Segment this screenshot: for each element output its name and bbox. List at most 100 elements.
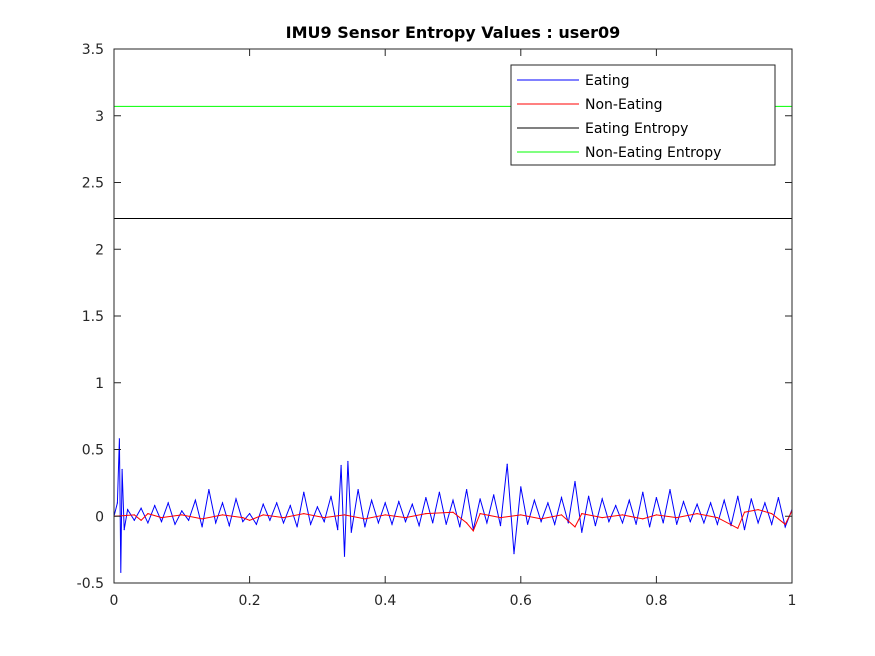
data-point	[404, 521, 407, 523]
data-point	[425, 497, 427, 499]
data-point	[438, 491, 440, 493]
data-point	[181, 510, 183, 512]
data-point	[425, 513, 427, 515]
data-point	[771, 513, 773, 515]
data-point	[340, 464, 342, 467]
data-point	[160, 521, 163, 523]
data-point	[581, 513, 583, 515]
data-point	[242, 521, 244, 523]
data-point	[771, 523, 773, 525]
data-point	[764, 502, 766, 504]
data-point	[479, 513, 481, 515]
data-point	[228, 525, 230, 527]
x-tick-label: 0.6	[510, 593, 532, 609]
series-eating	[114, 438, 792, 573]
legend-box	[510, 64, 776, 166]
data-point	[757, 509, 759, 511]
data-point	[140, 519, 142, 521]
data-point	[621, 514, 624, 516]
data-point	[716, 523, 719, 525]
data-point	[560, 497, 563, 499]
data-point	[655, 497, 658, 499]
data-point	[330, 495, 332, 497]
data-point	[642, 518, 644, 520]
y-tick-label: 3.5	[82, 42, 104, 58]
data-point	[682, 501, 685, 503]
data-point	[154, 505, 156, 507]
data-point	[533, 499, 536, 501]
data-point	[676, 517, 678, 519]
data-point	[466, 522, 468, 524]
data-point	[347, 460, 349, 463]
data-point	[364, 526, 366, 528]
data-point	[167, 502, 169, 504]
data-point	[723, 499, 725, 501]
data-point	[323, 521, 325, 523]
data-point	[310, 523, 312, 525]
data-point	[316, 506, 318, 508]
data-point	[574, 480, 576, 483]
data-point	[350, 531, 352, 533]
chart-title: IMU9 Sensor Entropy Values : user09	[286, 23, 621, 42]
data-point	[466, 489, 468, 491]
data-point	[127, 509, 129, 511]
y-tick-label: -0.5	[77, 576, 104, 592]
data-point	[649, 526, 651, 528]
series-non-eating	[114, 509, 792, 532]
data-point	[662, 522, 664, 524]
data-point	[499, 525, 502, 527]
data-point	[201, 526, 203, 528]
data-point	[716, 517, 719, 519]
data-point	[486, 522, 488, 524]
data-point	[696, 513, 698, 515]
data-point	[188, 519, 190, 521]
y-tick-label: 2.5	[82, 176, 104, 192]
y-tick-label: 2	[95, 242, 104, 258]
axes-layer: -0.5 0 0.5 1 1.5 2 2.5 3 3.5 0 0.2 0.4 0.6 0.8 1	[77, 42, 797, 609]
data-point	[737, 495, 739, 497]
data-point	[194, 499, 196, 501]
data-point	[235, 498, 237, 500]
data-point	[750, 498, 752, 500]
data-point	[472, 530, 474, 532]
data-point	[289, 505, 291, 507]
data-point	[303, 491, 305, 493]
data-point	[581, 531, 583, 533]
data-point	[133, 514, 135, 516]
legend-label: Non-Eating Entropy	[585, 145, 721, 161]
data-point	[269, 519, 271, 521]
data-point	[513, 553, 515, 555]
data-point	[452, 511, 454, 513]
data-point	[262, 514, 264, 516]
data-point	[520, 486, 522, 488]
data-point	[560, 514, 563, 516]
data-point	[357, 489, 359, 491]
x-tick-label: 0.2	[238, 593, 260, 609]
data-point	[418, 525, 420, 527]
legend-label: Non-Eating	[585, 97, 663, 113]
data-point	[118, 438, 120, 440]
data-point	[696, 503, 698, 505]
data-point	[282, 517, 285, 519]
data-point	[635, 523, 637, 525]
data-point	[120, 571, 122, 573]
data-point	[757, 522, 759, 524]
data-point	[337, 529, 339, 531]
data-point	[574, 526, 576, 528]
data-point	[445, 523, 447, 525]
data-point	[567, 522, 569, 524]
x-tick-label: 0.4	[374, 593, 396, 609]
data-point	[133, 519, 135, 521]
series-eating-entropy	[114, 217, 792, 220]
legend: Eating Non-Eating Eating Entropy Non-Eating…	[510, 64, 776, 166]
data-point	[242, 517, 244, 519]
data-point	[262, 503, 264, 505]
x-tick-label: 1	[788, 593, 797, 609]
data-point	[540, 518, 542, 520]
data-point	[377, 522, 379, 524]
data-point	[743, 529, 746, 531]
data-point	[249, 519, 251, 521]
data-point	[547, 502, 549, 504]
data-point	[703, 522, 705, 524]
data-point	[432, 522, 434, 524]
